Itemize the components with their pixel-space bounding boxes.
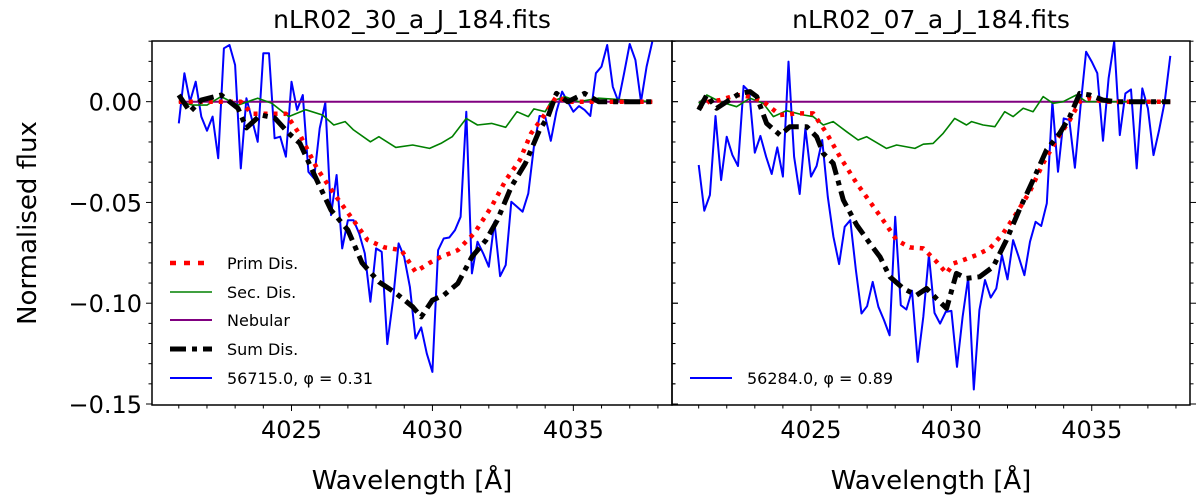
- right-x-axis-label: Wavelength [Å]: [831, 464, 1032, 496]
- y-tick-label: −0.10: [68, 290, 142, 318]
- series-line-component-0: [697, 92, 1171, 276]
- right-panel: 4025 4030 4035 56284.0, φ = 0.89: [671, 40, 1196, 444]
- x-tick-label: 4025: [261, 416, 322, 444]
- left-panel: 4025 4030 4035 0.00 −0.05 −0.10 −0.15 Prim Dis.…: [68, 40, 678, 444]
- y-tick-label: −0.15: [68, 391, 142, 419]
- legend-label: Prim Dis.: [227, 254, 298, 273]
- series-line-component-3: [696, 89, 1171, 311]
- y-axis-label: Normalised flux: [13, 121, 43, 325]
- left-x-axis-label: Wavelength [Å]: [312, 464, 513, 496]
- legend-label: Sec. Dis.: [227, 283, 296, 302]
- y-tick-label: −0.05: [68, 189, 142, 217]
- right-panel-title: nLR02_07_a_J_184.fits: [792, 5, 1070, 34]
- series-line-sec-dis: [178, 95, 653, 150]
- x-tick-label: 4035: [1061, 416, 1122, 444]
- series-line-sum-dis: [176, 90, 653, 320]
- left-panel-title: nLR02_30_a_J_184.fits: [273, 5, 551, 34]
- legend-label: 56715.0, φ = 0.31: [227, 369, 373, 388]
- series-line-prim-dis: [178, 94, 653, 275]
- x-tick-label: 4035: [543, 416, 604, 444]
- series-group: [176, 41, 654, 373]
- x-tick-label: 4025: [780, 416, 841, 444]
- legend: 56284.0, φ = 0.89: [690, 369, 893, 388]
- series-group: [696, 41, 1172, 391]
- legend-label: Sum Dis.: [227, 340, 298, 359]
- y-tick-label: 0.00: [89, 89, 142, 117]
- x-tick-label: 4030: [402, 416, 463, 444]
- legend-label: Nebular: [227, 311, 290, 330]
- series-line-56715-0: [177, 41, 654, 373]
- series-line-component-1: [698, 94, 1171, 150]
- legend-label: 56284.0, φ = 0.89: [747, 369, 893, 388]
- legend: Prim Dis. Sec. Dis. Nebular Sum Dis. 56715.0…: [170, 254, 373, 388]
- series-line-56284-0: [697, 41, 1172, 391]
- x-tick-label: 4030: [921, 416, 982, 444]
